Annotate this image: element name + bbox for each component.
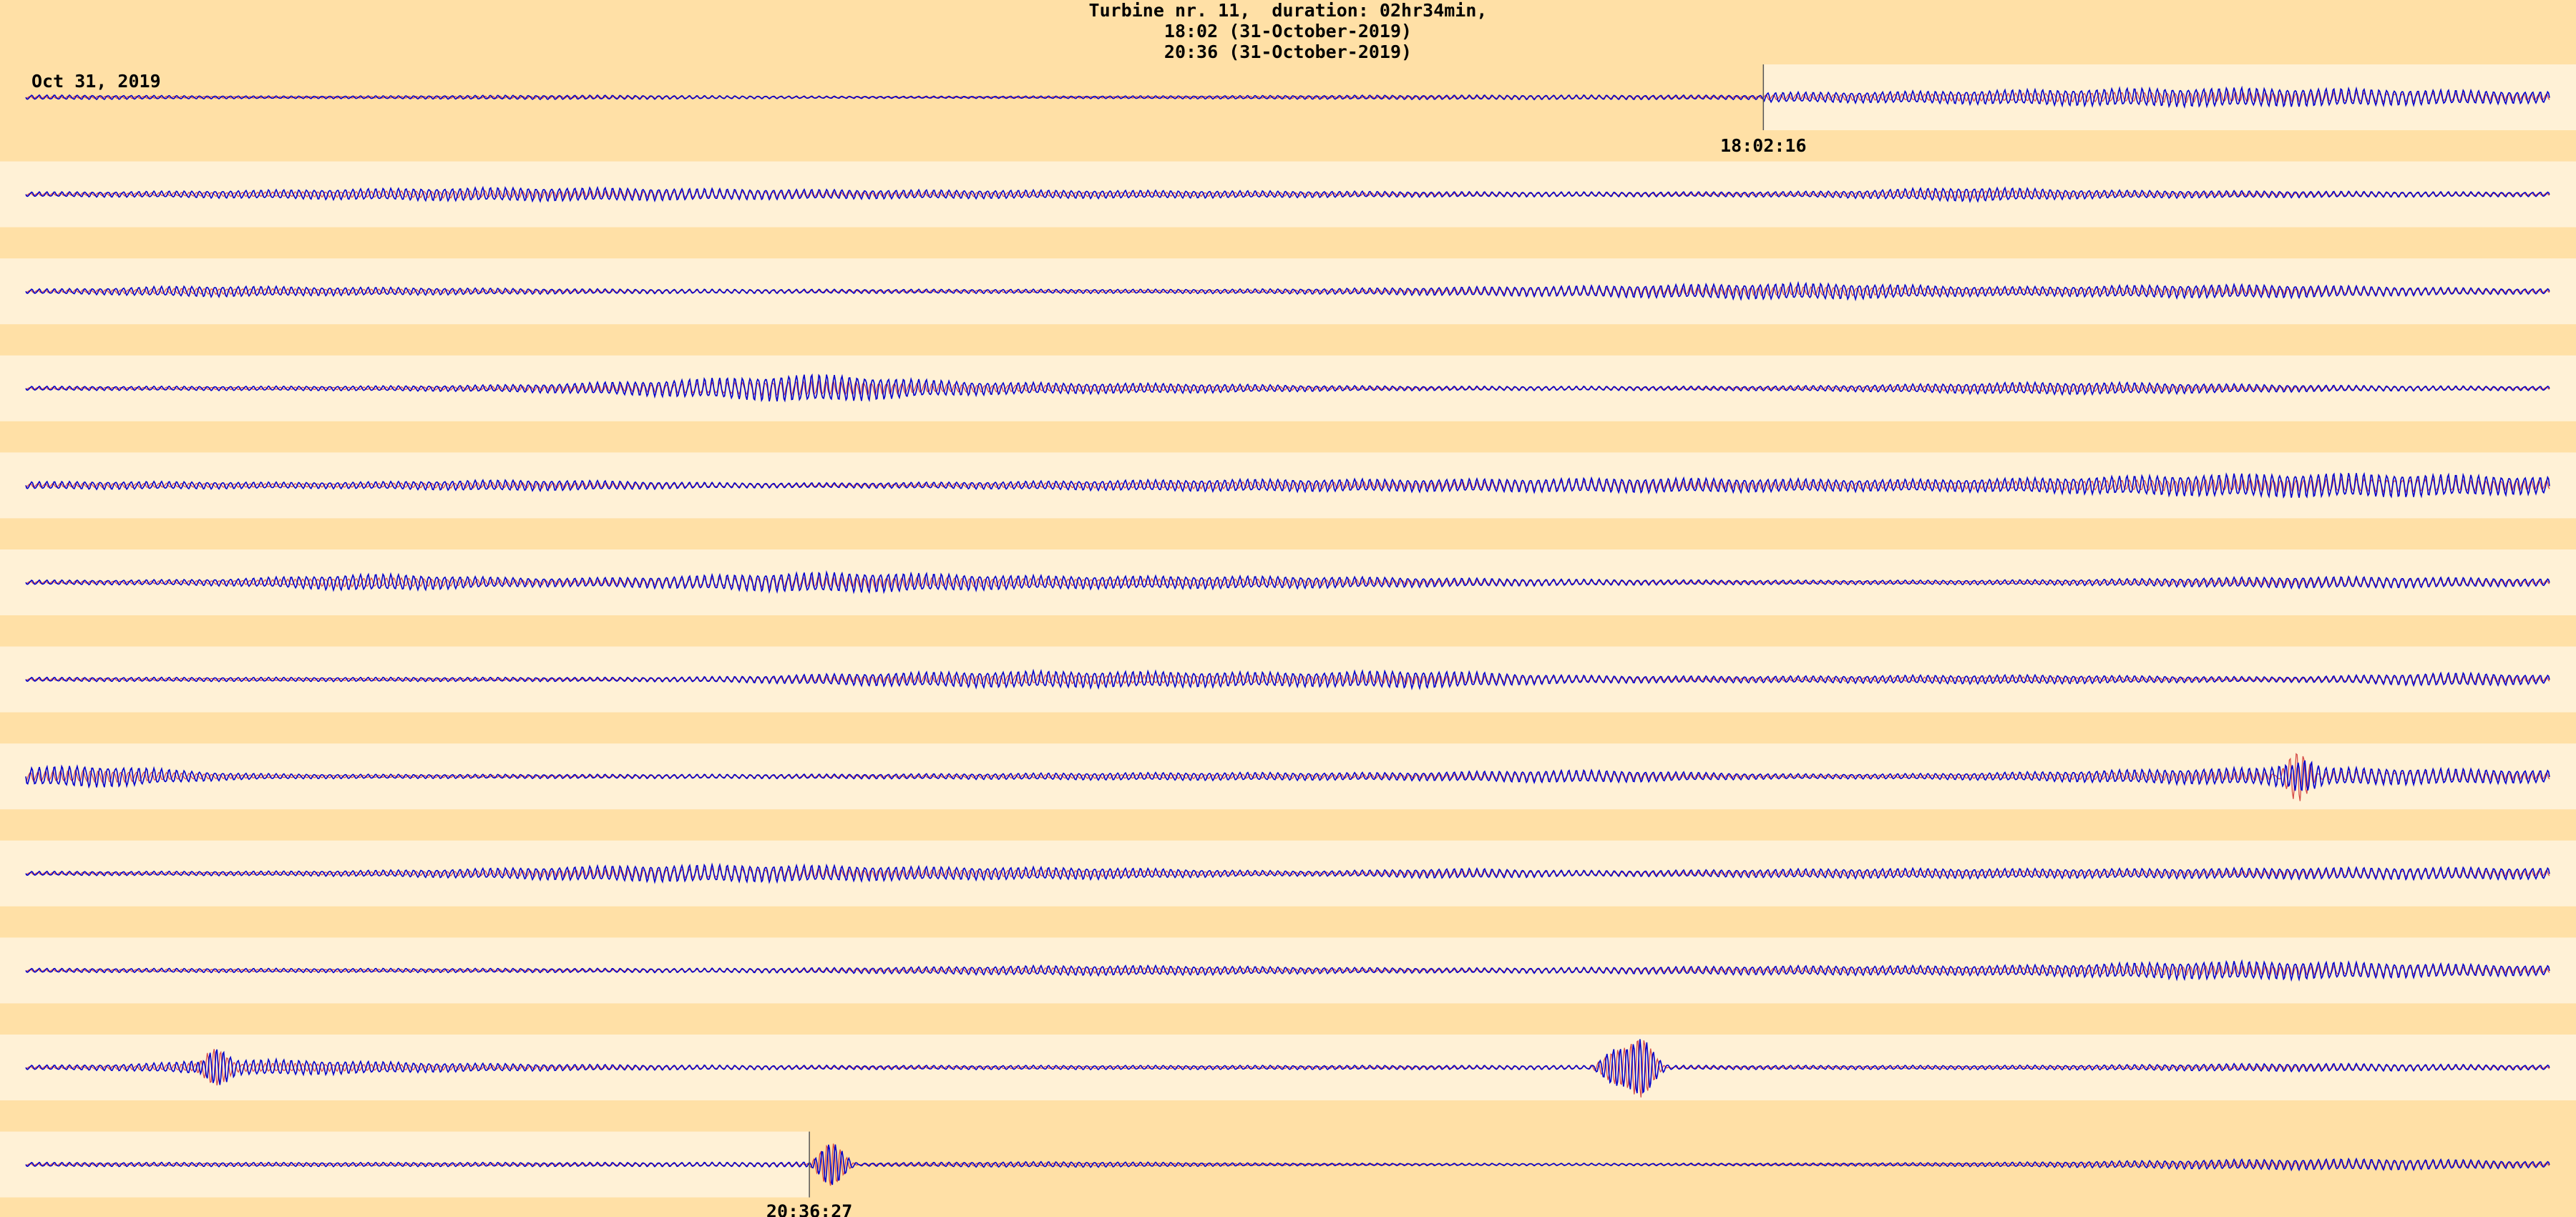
trace-row-9	[25, 959, 2550, 982]
trace-row-10	[25, 1039, 2550, 1094]
trace-row-11	[25, 1144, 2550, 1186]
trace-row-8	[25, 862, 2550, 884]
trace-row-3	[25, 373, 2550, 403]
chart-end-time: 20:36 (31-October-2019)	[1163, 41, 1413, 62]
trace-row-5	[25, 570, 2550, 595]
trace-row-0	[25, 85, 2550, 109]
trace-row-1	[25, 185, 2550, 203]
chart-header: Turbine nr. 11, duration: 02hr34min, 18:…	[0, 0, 2576, 62]
trace-row-4	[25, 471, 2550, 499]
start-marker-label: 18:02:16	[1720, 135, 1806, 156]
trace-row-6	[25, 668, 2550, 690]
chart-start-time: 18:02 (31-October-2019)	[1163, 21, 1413, 41]
trace-row-7	[25, 760, 2550, 791]
end-marker-label: 20:36:27	[766, 1201, 852, 1217]
chart-title: Turbine nr. 11, duration: 02hr34min,	[1088, 0, 1488, 21]
date-label: Oct 31, 2019	[31, 71, 161, 92]
trace-row-2	[25, 280, 2550, 302]
